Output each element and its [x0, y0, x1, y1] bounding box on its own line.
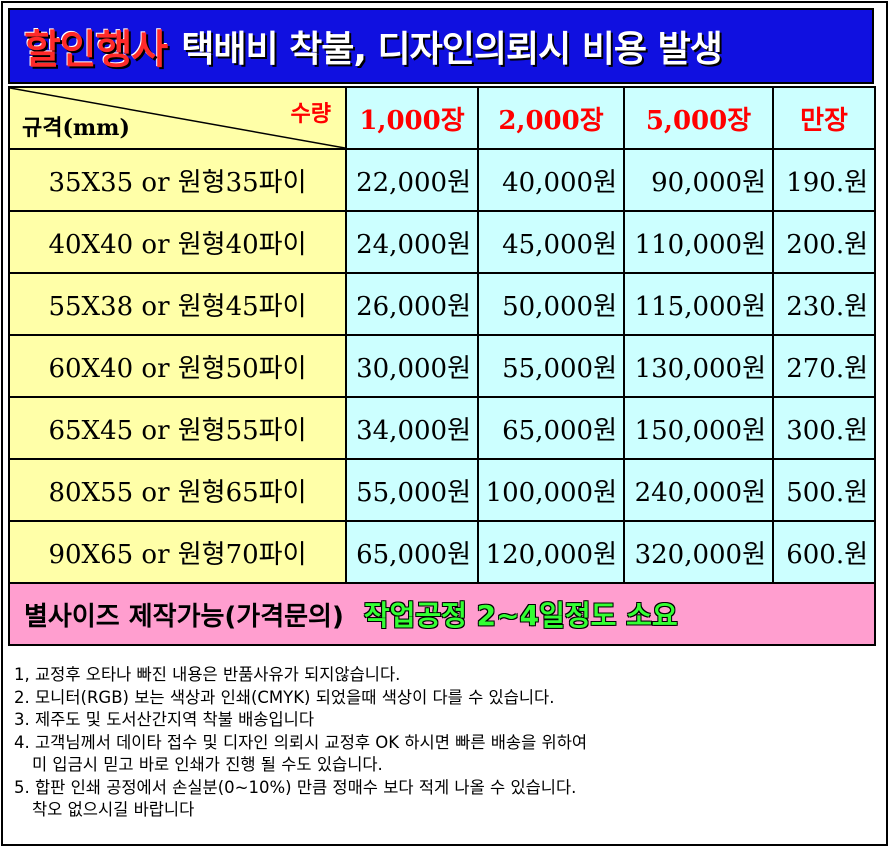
corner-diagonal-line	[10, 88, 345, 148]
spec-cell: 60X40 or 원형50파이	[8, 334, 347, 398]
note-item: 2. 모니터(RGB) 보는 색상과 인쇄(CMYK) 되었을때 색상이 다를 …	[14, 687, 555, 707]
price-cell: 100,000원	[477, 458, 625, 522]
price-cell: 130,000원	[623, 334, 774, 398]
spec-cell: 40X40 or 원형40파이	[8, 210, 347, 274]
quantity-header: 2,000장	[477, 86, 625, 150]
spec-cell: 65X45 or 원형55파이	[8, 396, 347, 460]
notes-list: 1, 교정후 오타나 빠진 내용은 반품사유가 되지않습니다. 2. 모니터(R…	[14, 664, 880, 822]
spec-cell: 90X65 or 원형70파이	[8, 520, 347, 584]
spec-cell: 35X35 or 원형35파이	[8, 148, 347, 212]
table-row: 40X40 or 원형40파이 24,000원 45,000원 110,000원…	[8, 210, 876, 274]
quantity-header-label: 수량	[290, 101, 331, 127]
table-row: 55X38 or 원형45파이 26,000원 50,000원 115,000원…	[8, 272, 876, 336]
price-table: 수량 규격(mm) 1,000장 2,000장 5,000장 만장 35X35 …	[8, 86, 876, 646]
spec-cell: 55X38 or 원형45파이	[8, 272, 347, 336]
spec-header-label: 규격(mm)	[22, 115, 130, 141]
price-cell: 110,000원	[623, 210, 774, 274]
price-cell: 300.원	[772, 396, 876, 460]
price-cell: 500.원	[772, 458, 876, 522]
price-cell: 270.원	[772, 334, 876, 398]
note-item: 5. 합판 인쇄 공정에서 손실분(0~10%) 만큼 정매수 보다 적게 나올…	[14, 777, 577, 797]
note-item: 1, 교정후 오타나 빠진 내용은 반품사유가 되지않습니다.	[14, 665, 401, 684]
price-cell: 30,000원	[345, 334, 479, 398]
production-time-note: 작업공정 2~4일정도 소요	[363, 599, 678, 632]
price-cell: 190.원	[772, 148, 876, 212]
table-row: 35X35 or 원형35파이 22,000원 40,000원 90,000원 …	[8, 148, 876, 212]
table-row: 65X45 or 원형55파이 34,000원 65,000원 150,000원…	[8, 396, 876, 460]
price-cell: 240,000원	[623, 458, 774, 522]
price-cell: 115,000원	[623, 272, 774, 336]
price-cell: 150,000원	[623, 396, 774, 460]
price-cell: 22,000원	[345, 148, 479, 212]
table-footer-row: 별사이즈 제작가능(가격문의) 작업공정 2~4일정도 소요	[8, 582, 876, 646]
header-corner-cell: 수량 규격(mm)	[8, 86, 347, 150]
price-cell: 65,000원	[345, 520, 479, 584]
table-row: 90X65 or 원형70파이 65,000원 120,000원 320,000…	[8, 520, 876, 584]
price-cell: 55,000원	[477, 334, 625, 398]
table-header-row: 수량 규격(mm) 1,000장 2,000장 5,000장 만장	[8, 86, 876, 150]
price-cell: 24,000원	[345, 210, 479, 274]
banner-text: 택배비 착불, 디자인의뢰시 비용 발생	[181, 29, 723, 70]
price-cell: 200.원	[772, 210, 876, 274]
note-item: 3. 제주도 및 도서산간지역 착불 배송입니다	[14, 710, 315, 729]
note-item: 미 입금시 믿고 바로 인쇄가 진행 될 수도 있습니다.	[32, 755, 383, 774]
price-cell: 40,000원	[477, 148, 625, 212]
banner-highlight: 할인행사	[24, 27, 168, 73]
price-cell: 90,000원	[623, 148, 774, 212]
quantity-header: 만장	[772, 86, 876, 150]
price-cell: 600.원	[772, 520, 876, 584]
price-cell: 65,000원	[477, 396, 625, 460]
spec-cell: 80X55 or 원형65파이	[8, 458, 347, 522]
footer-cell: 별사이즈 제작가능(가격문의) 작업공정 2~4일정도 소요	[8, 582, 876, 646]
note-item: 4. 고객님께서 데이타 접수 및 디자인 의뢰시 교정후 OK 하시면 빠른 …	[14, 732, 588, 752]
promo-banner: 할인행사 택배비 착불, 디자인의뢰시 비용 발생	[8, 8, 874, 84]
price-cell: 120,000원	[477, 520, 625, 584]
price-cell: 45,000원	[477, 210, 625, 274]
quantity-header: 5,000장	[623, 86, 774, 150]
quantity-header: 1,000장	[345, 86, 479, 150]
price-cell: 26,000원	[345, 272, 479, 336]
price-cell: 34,000원	[345, 396, 479, 460]
table-row: 60X40 or 원형50파이 30,000원 55,000원 130,000원…	[8, 334, 876, 398]
custom-size-note: 별사이즈 제작가능(가격문의)	[24, 601, 344, 632]
price-cell: 320,000원	[623, 520, 774, 584]
price-cell: 50,000원	[477, 272, 625, 336]
note-item: 착오 없으시길 바랍니다	[32, 800, 195, 819]
table-row: 80X55 or 원형65파이 55,000원 100,000원 240,000…	[8, 458, 876, 522]
price-cell: 230.원	[772, 272, 876, 336]
price-cell: 55,000원	[345, 458, 479, 522]
